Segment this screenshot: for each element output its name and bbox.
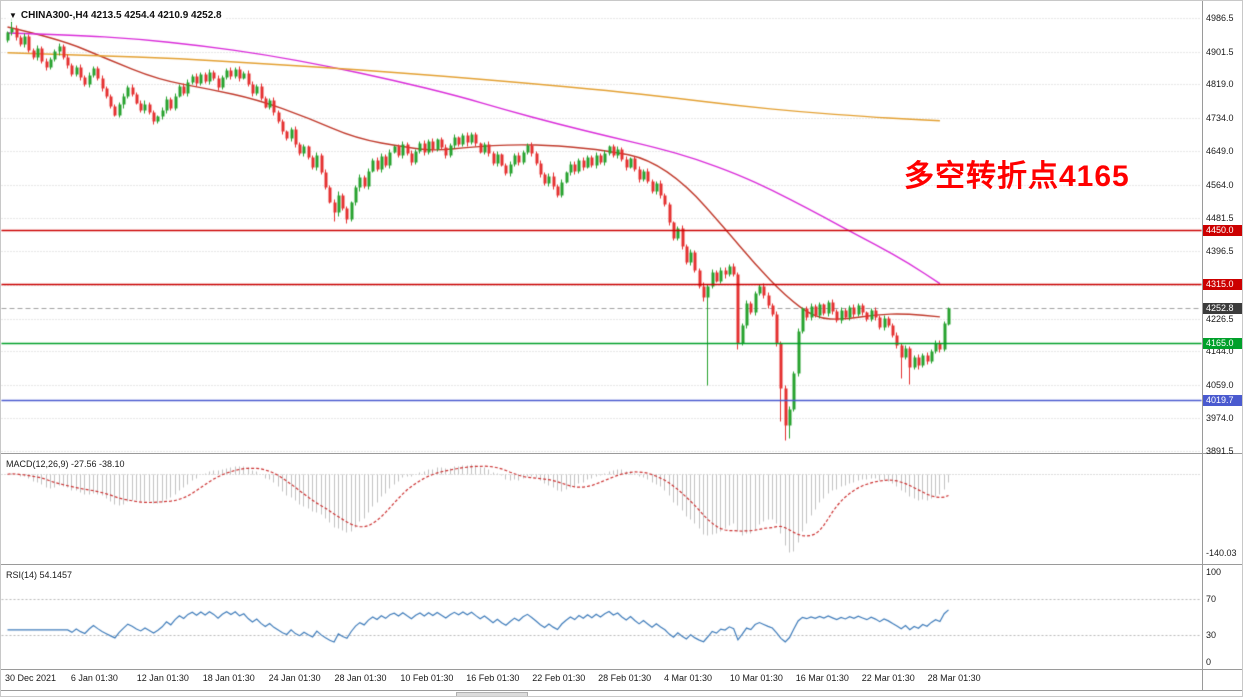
pivot-annotation-text[interactable]: 多空转折点4165 xyxy=(904,160,1130,193)
time-label: 22 Feb 01:30 xyxy=(532,673,586,683)
time-label: 10 Feb 01:30 xyxy=(400,673,454,683)
price-tick-label: 4144.0 xyxy=(1206,346,1234,357)
price-tick-label: 4396.5 xyxy=(1206,246,1234,257)
time-label: 30 Dec 2021 xyxy=(5,673,57,683)
price-tick-label: 3891.5 xyxy=(1206,446,1234,456)
time-label: 18 Jan 01:30 xyxy=(202,673,255,683)
time-label: 12 Jan 01:30 xyxy=(136,673,189,683)
time-label: 28 Mar 01:30 xyxy=(927,673,981,683)
rsi-panel-canvas[interactable] xyxy=(1,565,1202,669)
level-price-tag: 4450.0 xyxy=(1203,225,1242,237)
price-tick-label: 4901.5 xyxy=(1206,46,1234,57)
h-scrollbar-thumb[interactable] xyxy=(456,692,528,696)
time-label: 28 Jan 01:30 xyxy=(334,673,387,683)
price-tick-label: 4226.5 xyxy=(1206,313,1234,324)
rsi-tick-label: 0 xyxy=(1206,657,1212,667)
rsi-tick-label: 30 xyxy=(1206,630,1217,640)
macd-axis-min-label: -140.03 xyxy=(1206,548,1237,558)
price-scale-divider xyxy=(1202,1,1203,690)
level-price-tag: 4019.7 xyxy=(1203,395,1242,407)
price-tick-label: 3974.0 xyxy=(1206,413,1234,424)
level-price-tag: 4165.0 xyxy=(1203,337,1242,349)
window-bottom-border xyxy=(1,690,1242,691)
time-label: 10 Mar 01:30 xyxy=(729,673,783,683)
macd-indicator-label: MACD(12,26,9) -27.56 -38.10 xyxy=(6,459,125,469)
price-tick-label: 4649.0 xyxy=(1206,146,1234,157)
chevron-down-icon[interactable]: ▼ xyxy=(9,11,17,20)
price-chart-canvas[interactable] xyxy=(1,1,1202,454)
pane-divider-macd-rsi[interactable] xyxy=(1,564,1242,565)
rsi-indicator-label: RSI(14) 54.1457 xyxy=(6,570,73,580)
time-label: 24 Jan 01:30 xyxy=(268,673,321,683)
current-price-tag: 4252.8 xyxy=(1203,303,1242,315)
time-label: 22 Mar 01:30 xyxy=(861,673,915,683)
level-price-tag: 4315.0 xyxy=(1203,278,1242,290)
price-tick-label: 4734.0 xyxy=(1206,112,1234,123)
time-label: 28 Feb 01:30 xyxy=(598,673,652,683)
symbol-ohlc-text: CHINA300-,H4 4213.5 4254.4 4210.9 4252.8 xyxy=(20,10,222,21)
time-label: 16 Feb 01:30 xyxy=(466,673,520,683)
time-label: 4 Mar 01:30 xyxy=(664,673,713,683)
chart-header: ▼ CHINA300-,H4 4213.5 4254.4 4210.9 4252… xyxy=(6,9,225,22)
price-tick-label: 4481.5 xyxy=(1206,212,1234,223)
time-label: 16 Mar 01:30 xyxy=(795,673,849,683)
price-tick-label: 4819.0 xyxy=(1206,79,1234,90)
rsi-tick-label: 70 xyxy=(1206,594,1217,604)
time-scale: 30 Dec 2021 6 Jan 01:30 12 Jan 01:30 18 Jan… xyxy=(1,673,1242,689)
rsi-tick-label: 100 xyxy=(1206,567,1222,577)
price-tick-label: 4986.5 xyxy=(1206,13,1234,23)
time-label: 6 Jan 01:30 xyxy=(70,673,118,683)
pane-divider-rsi-axis xyxy=(1,669,1242,670)
pane-divider-main-macd[interactable] xyxy=(1,453,1242,454)
macd-panel-canvas[interactable] xyxy=(1,454,1202,564)
price-tick-label: 4564.0 xyxy=(1206,180,1234,191)
price-tick-label: 4059.0 xyxy=(1206,379,1234,390)
